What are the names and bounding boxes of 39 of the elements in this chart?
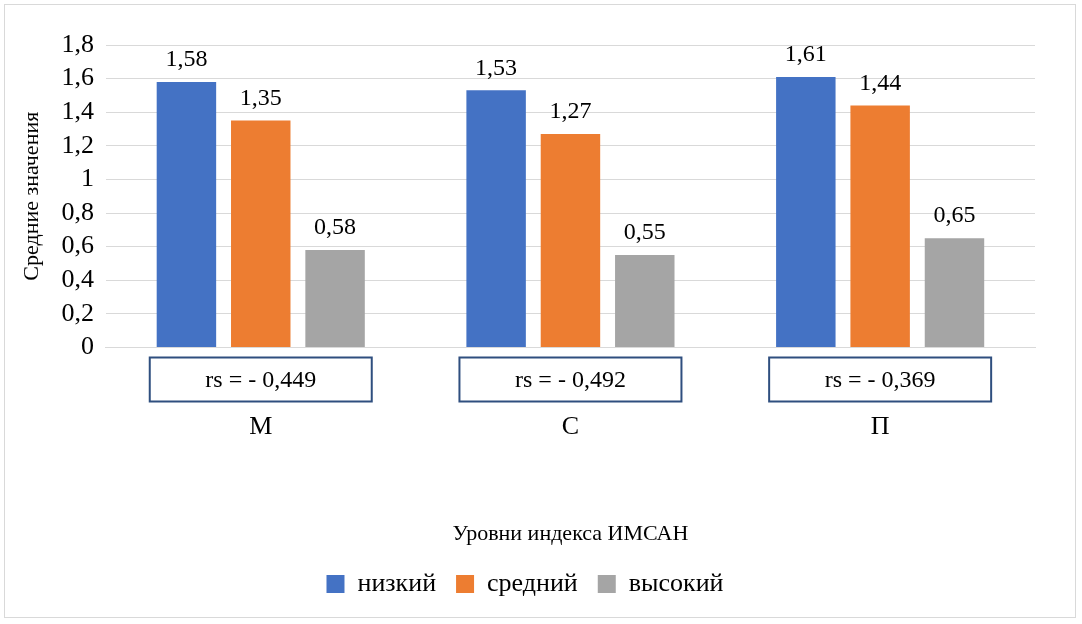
data-label: 1,53 — [475, 53, 518, 80]
y-tick-label: 0,6 — [61, 230, 94, 260]
y-axis-title: Средние значения — [17, 111, 43, 281]
bar — [540, 134, 601, 347]
legend-label: низкий — [357, 567, 437, 597]
data-label: 0,65 — [933, 201, 976, 228]
bar — [156, 81, 217, 347]
data-label: 1,58 — [165, 45, 208, 72]
y-tick-label: 0,2 — [61, 297, 94, 327]
text: rs = - 0,492 — [515, 365, 626, 392]
data-label: 0,55 — [623, 218, 666, 245]
legend-label: средний — [487, 567, 578, 597]
text: rs = - 0,449 — [205, 365, 317, 392]
bar — [305, 249, 365, 347]
bar — [924, 238, 985, 347]
y-tick-label: 0,8 — [61, 196, 94, 226]
data-label: 0,58 — [314, 213, 357, 240]
data-label: 1,61 — [784, 40, 827, 67]
x-axis-title: Уровни индекса ИМСАН — [452, 519, 689, 545]
y-tick-label: 1 — [80, 163, 94, 193]
bar — [615, 255, 675, 347]
y-tick-label: 0,4 — [61, 264, 94, 294]
y-tick-label: 1,8 — [61, 28, 94, 58]
data-label: 1,44 — [859, 68, 902, 95]
data-label: 1,27 — [549, 97, 592, 124]
x-tick-label: М — [249, 410, 273, 440]
y-tick-label: 0 — [80, 331, 94, 361]
x-tick-label: С — [561, 410, 580, 440]
bar — [850, 105, 910, 347]
x-tick-label: П — [870, 410, 890, 440]
y-tick-label: 1,6 — [61, 62, 94, 92]
y-tick-label: 1,2 — [61, 129, 94, 159]
legend-label: высокий — [628, 567, 724, 597]
bar — [231, 120, 291, 347]
bar — [776, 76, 836, 347]
data-label: 1,35 — [239, 83, 282, 110]
bar — [466, 90, 526, 347]
text: rs = - 0,369 — [824, 365, 936, 392]
y-tick-label: 1,4 — [61, 96, 94, 126]
